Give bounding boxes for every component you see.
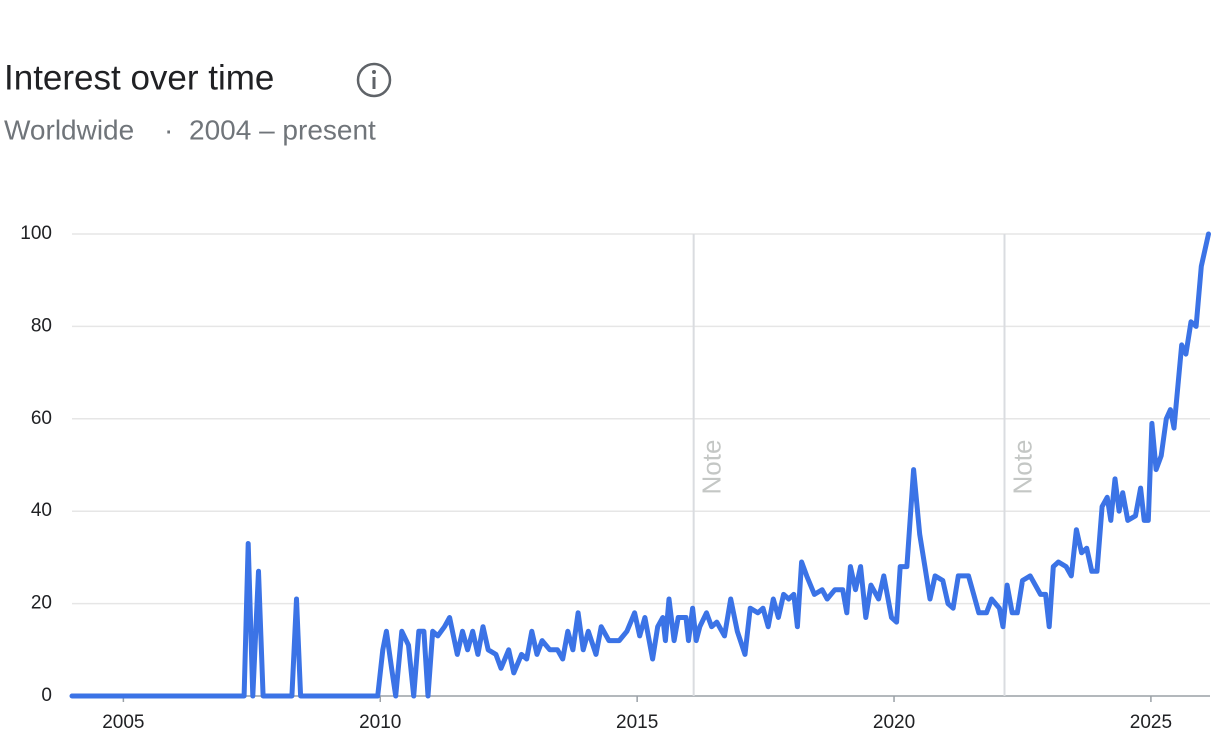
y-tick-label: 100 xyxy=(20,223,52,244)
subtitle-region: Worldwide xyxy=(4,114,134,145)
y-tick-label: 40 xyxy=(31,500,52,521)
y-tick-label: 80 xyxy=(31,315,52,336)
y-tick-label: 0 xyxy=(41,685,52,706)
x-tick-label: 2020 xyxy=(873,712,915,733)
chart-title: Interest over time xyxy=(4,58,274,97)
x-tick-label: 2025 xyxy=(1130,712,1172,733)
y-tick-label: 20 xyxy=(31,593,52,614)
subtitle-range: 2004 – present xyxy=(189,114,376,145)
x-tick-label: 2015 xyxy=(616,712,658,733)
note-label: Note xyxy=(697,440,727,495)
x-tick-label: 2010 xyxy=(359,712,401,733)
subtitle-separator: · xyxy=(164,114,173,145)
note-label: Note xyxy=(1007,440,1037,495)
trend-line xyxy=(69,231,1211,699)
x-tick-label: 2005 xyxy=(102,712,144,733)
y-tick-label: 60 xyxy=(31,408,52,429)
info-icon[interactable] xyxy=(356,62,392,98)
